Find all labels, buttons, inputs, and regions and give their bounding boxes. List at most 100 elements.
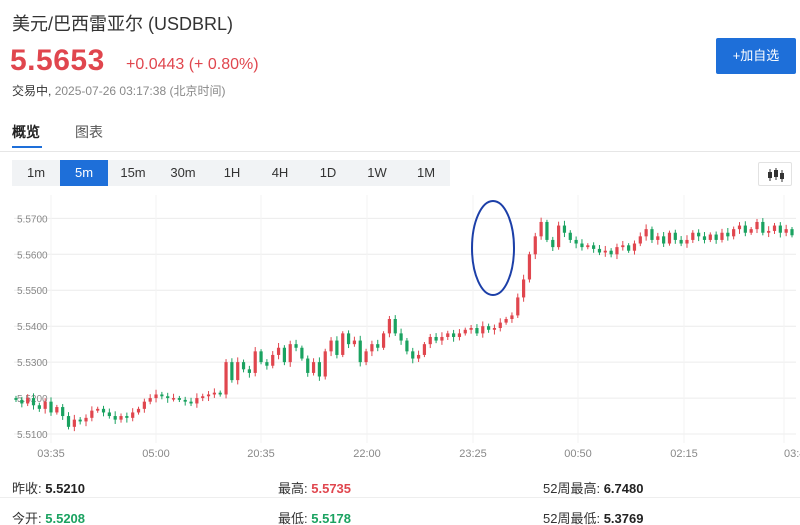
price-chart[interactable]: 5.57005.56005.55005.54005.53005.52005.51… bbox=[0, 193, 800, 461]
tab-chart[interactable]: 图表 bbox=[75, 124, 103, 140]
interval-1w[interactable]: 1W bbox=[367, 165, 387, 180]
add-to-watchlist-button[interactable]: +加自选 bbox=[716, 38, 796, 74]
candle-body bbox=[166, 396, 170, 399]
candle-body bbox=[708, 234, 712, 240]
candle-body bbox=[539, 221, 543, 237]
candle-body bbox=[533, 236, 537, 255]
chart-type-button[interactable] bbox=[758, 162, 792, 186]
candle-body bbox=[160, 394, 164, 397]
candle-body bbox=[516, 297, 520, 316]
candle-body bbox=[78, 419, 82, 422]
x-tick-label: 05:00 bbox=[142, 448, 170, 460]
candlestick-icon bbox=[768, 168, 784, 182]
candle-body bbox=[31, 398, 36, 406]
candle-body bbox=[55, 407, 59, 413]
stat-label: 今开: bbox=[12, 511, 42, 525]
candle-body bbox=[574, 239, 578, 244]
price-change: +0.0443 (+ 0.80%) bbox=[126, 56, 259, 73]
candle-body bbox=[288, 344, 292, 363]
y-tick-label: 5.5600 bbox=[17, 250, 48, 261]
candle-body bbox=[650, 229, 654, 240]
candle-body bbox=[446, 333, 450, 337]
candle-body bbox=[475, 327, 479, 334]
candle-body bbox=[638, 236, 642, 244]
candle-body bbox=[206, 394, 211, 397]
candle-body bbox=[346, 333, 351, 345]
stat-label: 最低: bbox=[278, 511, 308, 525]
candle-body bbox=[486, 326, 491, 330]
candle-body bbox=[790, 229, 794, 236]
candle-body bbox=[90, 410, 94, 418]
interval-1m-month[interactable]: 1M bbox=[416, 165, 436, 180]
candle-body bbox=[662, 236, 666, 244]
candle-body bbox=[37, 405, 41, 409]
candle-body bbox=[667, 232, 672, 244]
stat-52w-high: 52周最高: 6.7480 bbox=[543, 478, 643, 497]
interval-1h[interactable]: 1H bbox=[223, 165, 241, 180]
candle-body bbox=[183, 399, 187, 402]
y-tick-label: 5.5300 bbox=[17, 358, 48, 369]
candle-body bbox=[411, 351, 415, 359]
stats-panel: 昨收: 5.5210 最高: 5.5735 52周最高: 6.7480 今开: … bbox=[0, 472, 800, 525]
candle-body bbox=[259, 351, 263, 363]
candle-body bbox=[125, 416, 129, 418]
candle-body bbox=[311, 362, 316, 373]
candle-body bbox=[492, 327, 497, 330]
candle-body bbox=[329, 340, 333, 352]
candle-body bbox=[294, 344, 298, 348]
stats-row-1: 昨收: 5.5210 最高: 5.5735 52周最高: 6.7480 bbox=[0, 472, 800, 498]
candle-body bbox=[434, 336, 438, 341]
stat-value: 5.3769 bbox=[603, 511, 644, 525]
candle-body bbox=[557, 225, 561, 248]
tab-overview[interactable]: 概览 bbox=[12, 124, 40, 140]
candle-body bbox=[119, 416, 123, 420]
interval-1m[interactable]: 1m bbox=[26, 165, 46, 180]
candle-body bbox=[341, 333, 345, 355]
instrument-title: 美元/巴西雷亚尔 (USDBRL) bbox=[12, 14, 234, 34]
candle-body bbox=[422, 344, 427, 355]
interval-1d[interactable]: 1D bbox=[319, 165, 337, 180]
interval-4h[interactable]: 4H bbox=[271, 165, 289, 180]
candle-body bbox=[212, 392, 216, 395]
candle-body bbox=[381, 333, 386, 348]
candle-body bbox=[597, 248, 602, 253]
candle-body bbox=[691, 232, 695, 240]
x-tick-label: 03:4 bbox=[784, 448, 800, 460]
candle-body bbox=[189, 401, 193, 404]
candle-body bbox=[697, 232, 701, 237]
candle-body bbox=[498, 322, 502, 328]
candle-body bbox=[171, 398, 176, 400]
candle-body bbox=[743, 225, 747, 233]
candle-body bbox=[131, 412, 135, 418]
stats-row-2: 今开: 5.5208 最低: 5.5178 52周最低: 5.3769 bbox=[0, 502, 800, 525]
status-datetime: 2025-07-26 03:17:38 (北京时间) bbox=[54, 84, 226, 98]
candle-body bbox=[644, 229, 648, 237]
candle-body bbox=[142, 401, 146, 409]
candle-body bbox=[615, 247, 619, 255]
candle-body bbox=[761, 221, 765, 233]
stat-label: 52周最高: bbox=[543, 481, 601, 496]
candle-body bbox=[621, 245, 625, 248]
candle-body bbox=[451, 333, 456, 337]
candle-body bbox=[726, 232, 730, 237]
candle-body bbox=[84, 417, 88, 422]
candle-body bbox=[440, 336, 444, 341]
candle-body bbox=[673, 232, 677, 240]
candlestick-chart[interactable]: 5.57005.56005.55005.54005.53005.52005.51… bbox=[0, 193, 800, 461]
interval-30m[interactable]: 30m bbox=[170, 165, 196, 180]
interval-15m[interactable]: 15m bbox=[120, 165, 146, 180]
candle-body bbox=[504, 319, 508, 323]
candle-body bbox=[72, 419, 76, 427]
candle-body bbox=[247, 369, 251, 373]
interval-5m[interactable]: 5m bbox=[60, 160, 108, 186]
candle-body bbox=[679, 239, 683, 244]
candle-body bbox=[148, 398, 152, 402]
stat-open: 今开: 5.5208 bbox=[12, 508, 85, 525]
candle-body bbox=[282, 347, 286, 363]
candle-body bbox=[405, 340, 409, 352]
candle-body bbox=[778, 225, 782, 233]
stat-high: 最高: 5.5735 bbox=[278, 478, 351, 497]
x-tick-label: 02:15 bbox=[670, 448, 698, 460]
candle-body bbox=[714, 234, 718, 240]
candle-body bbox=[656, 236, 660, 240]
